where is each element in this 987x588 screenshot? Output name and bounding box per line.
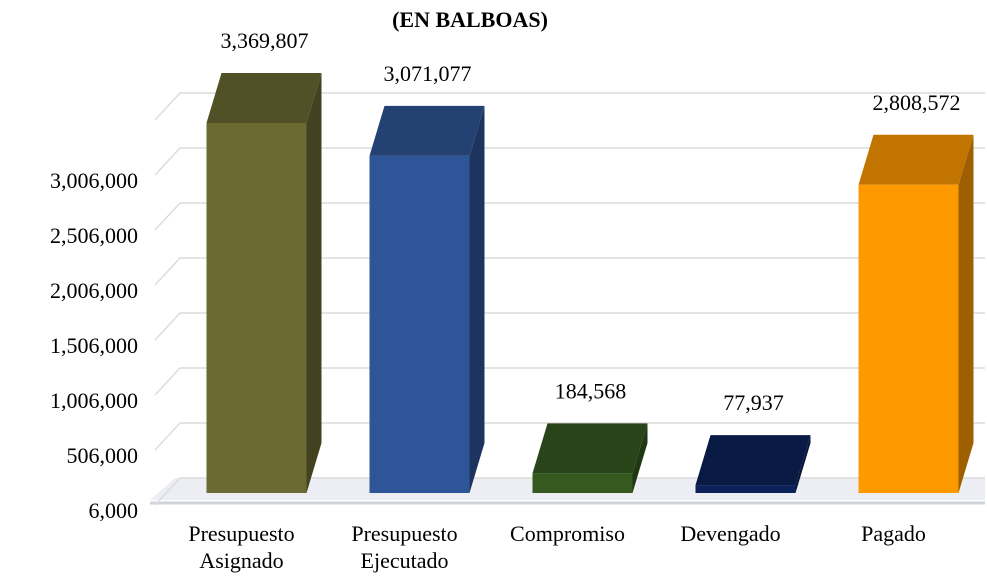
bar-top	[532, 423, 648, 474]
bar	[369, 155, 470, 493]
bar-top	[206, 72, 322, 123]
plot-frame	[154, 92, 985, 121]
value-label: 184,568	[555, 378, 627, 403]
y-tick-label: 1,506,000	[50, 333, 138, 358]
bar-side	[632, 423, 648, 493]
y-tick-label: 2,506,000	[50, 223, 138, 248]
value-label: 2,808,572	[873, 90, 961, 115]
bar	[532, 473, 633, 493]
x-tick-label: Presupuesto Ejecutado	[351, 521, 458, 573]
value-label: 3,369,807	[221, 28, 309, 53]
bar-top	[858, 134, 974, 185]
grid-line	[154, 422, 985, 451]
bar-top	[695, 435, 811, 486]
bar	[206, 122, 307, 493]
grid-line	[154, 312, 985, 341]
y-tick-label: 2,006,000	[50, 278, 138, 303]
bar	[858, 184, 959, 493]
x-tick-label: Compromiso	[510, 521, 625, 546]
y-tick-label: 6,000	[89, 498, 139, 523]
bar	[695, 485, 796, 493]
y-tick-label: 1,006,000	[50, 388, 138, 413]
bar-side	[795, 435, 811, 493]
value-label: 77,937	[723, 390, 784, 415]
x-tick-label: Presupuesto Asignado	[188, 521, 295, 573]
grid-line	[154, 257, 985, 286]
grid-line	[154, 202, 985, 231]
grid-line	[154, 367, 985, 396]
y-tick-label: 3,006,000	[50, 168, 138, 193]
grid-line	[154, 147, 985, 176]
bar-side	[469, 105, 485, 494]
bar-side	[958, 134, 974, 493]
bar-top	[369, 105, 485, 156]
chart-title: (EN BALBOAS)	[392, 7, 548, 32]
y-tick-label: 506,000	[67, 443, 139, 468]
x-tick-label: Devengado	[680, 521, 781, 546]
value-label: 3,071,077	[384, 61, 472, 86]
x-tick-label: Pagado	[861, 521, 926, 546]
bar-side	[306, 72, 322, 493]
